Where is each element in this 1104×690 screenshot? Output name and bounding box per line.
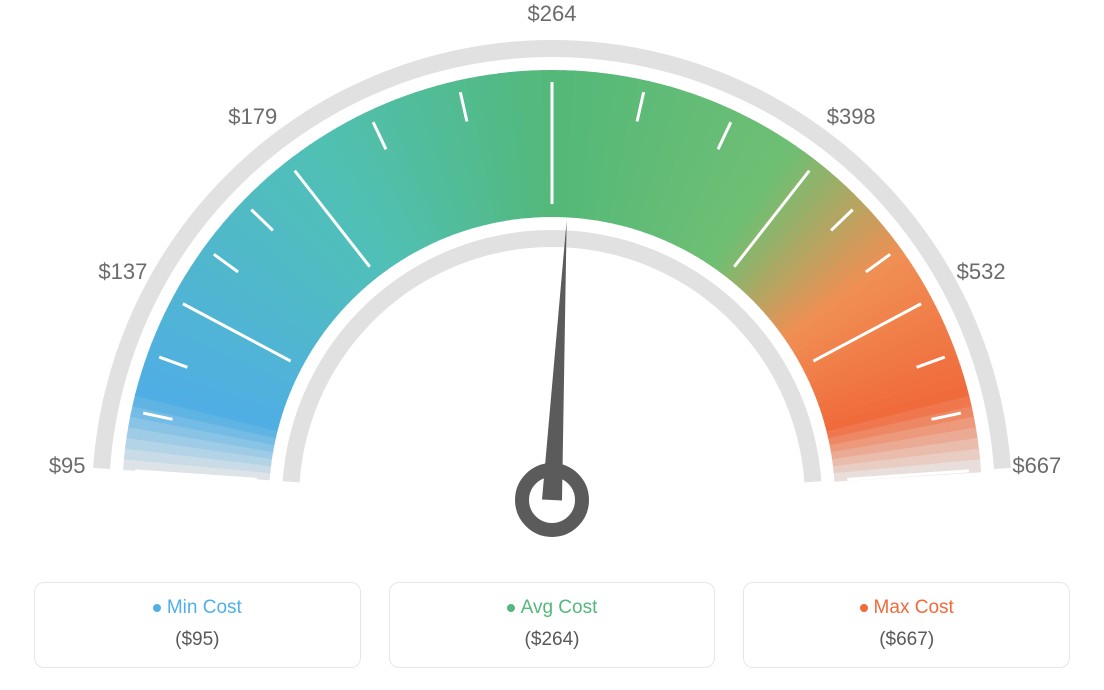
- dot-icon: [507, 604, 515, 612]
- gauge-tick-label: $179: [228, 104, 277, 130]
- legend-value-min: ($95): [35, 629, 360, 651]
- legend-label-min: Min Cost: [153, 597, 242, 619]
- legend-row: Min Cost ($95) Avg Cost ($264) Max Cost …: [34, 582, 1070, 668]
- legend-label-avg: Avg Cost: [507, 597, 598, 619]
- legend-text-min: Min Cost: [167, 597, 242, 619]
- gauge-tick-label: $532: [957, 259, 1006, 285]
- legend-value-max: ($667): [744, 629, 1069, 651]
- legend-card-max: Max Cost ($667): [743, 582, 1070, 668]
- legend-label-max: Max Cost: [860, 597, 954, 619]
- gauge-svg: [0, 0, 1104, 560]
- gauge-tick-label: $264: [528, 1, 577, 27]
- dot-icon: [153, 604, 161, 612]
- legend-card-avg: Avg Cost ($264): [389, 582, 716, 668]
- legend-card-min: Min Cost ($95): [34, 582, 361, 668]
- legend-text-max: Max Cost: [874, 597, 954, 619]
- gauge-tick-label: $667: [1012, 453, 1061, 479]
- gauge-tick-label: $95: [49, 453, 86, 479]
- gauge-tick-label: $398: [827, 104, 876, 130]
- legend-text-avg: Avg Cost: [521, 597, 598, 619]
- gauge-tick-label: $137: [98, 259, 147, 285]
- dot-icon: [860, 604, 868, 612]
- gauge-chart: $95 $137 $179 $264 $398 $532 $667: [0, 0, 1104, 560]
- legend-value-avg: ($264): [390, 629, 715, 651]
